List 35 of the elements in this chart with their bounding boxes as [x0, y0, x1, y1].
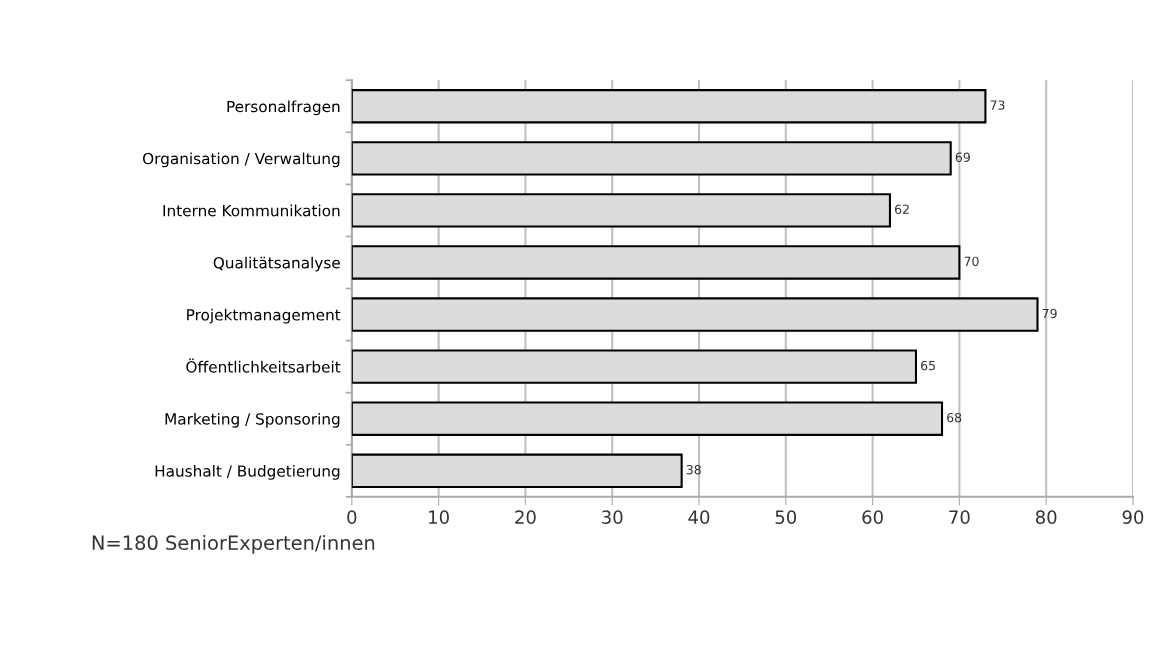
- bar: [351, 453, 683, 488]
- data-label: 38: [686, 464, 701, 475]
- x-tick-label: 70: [949, 510, 970, 524]
- x-tick-label: 90: [1122, 510, 1144, 524]
- data-label: 70: [964, 256, 979, 267]
- bar: [351, 141, 952, 176]
- y-tick-label: Qualitätsanalyse: [213, 256, 340, 272]
- text: N=180 SeniorExperten/innen: [92, 535, 375, 554]
- x-tick-label: 10: [429, 510, 449, 524]
- y-tick-label: Interne Kommunikation: [163, 204, 340, 217]
- x-tick-label: 20: [515, 510, 536, 524]
- data-label: 62: [894, 204, 909, 215]
- x-tick-label: 30: [602, 510, 623, 524]
- bar: [351, 245, 961, 280]
- x-tick-label: 80: [1035, 510, 1057, 524]
- x-tick-label: 60: [862, 510, 883, 524]
- data-label: 65: [921, 360, 935, 371]
- y-tick-label: Haushalt / Budgetierung: [155, 464, 340, 480]
- bar: [351, 89, 987, 124]
- y-tick-label: Personalfragen: [227, 100, 340, 116]
- bar: [351, 193, 891, 228]
- bar: [351, 401, 944, 436]
- x-tick-label: 40: [688, 510, 710, 524]
- y-tick-label: Projektmanagement: [187, 308, 341, 324]
- bar: [351, 297, 1039, 332]
- x-tick-label: 0: [347, 510, 357, 524]
- data-label: 69: [955, 152, 970, 162]
- x-tick-label: 50: [775, 510, 797, 524]
- data-label: 73: [990, 100, 1005, 110]
- bar: [351, 349, 918, 384]
- y-tick-label: Öffentlichkeitsarbeit: [186, 358, 341, 373]
- data-label: 79: [1042, 308, 1057, 319]
- y-tick-label: Marketing / Sponsoring: [165, 412, 340, 428]
- data-label: 68: [947, 412, 962, 423]
- y-tick-label: Organisation / Verwaltung: [143, 152, 340, 168]
